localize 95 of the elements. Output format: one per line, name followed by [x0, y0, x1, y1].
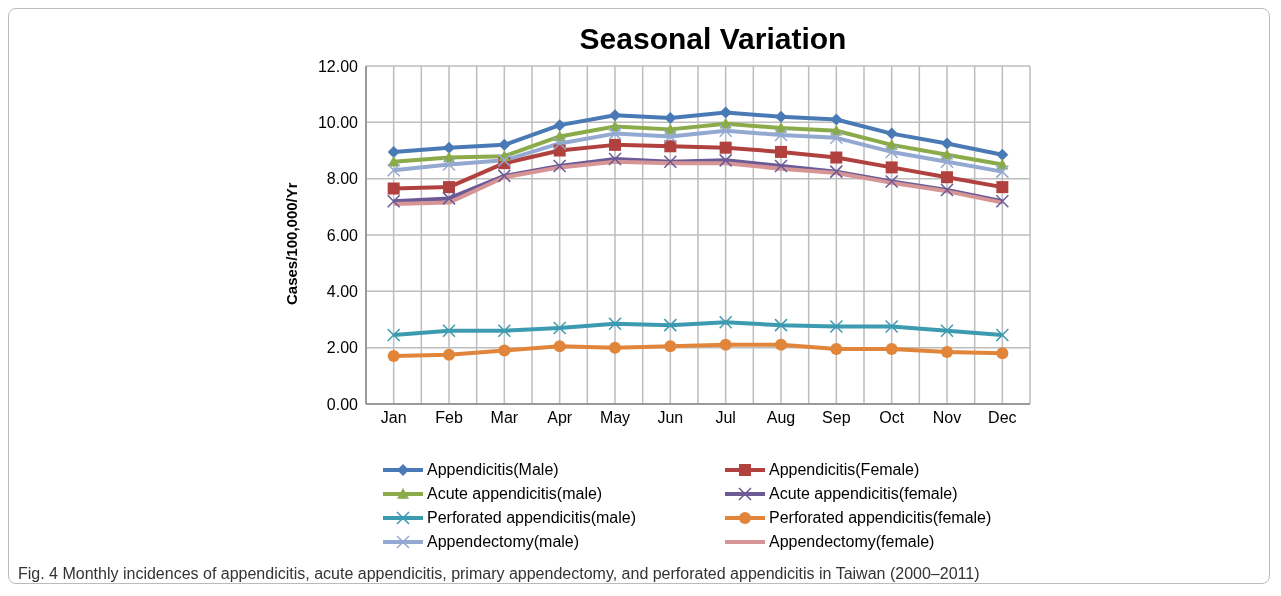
point [829, 164, 844, 179]
y-axis-title: Cases/100,000/Yr [283, 182, 301, 305]
point [995, 164, 1010, 179]
point [663, 155, 678, 169]
y-tick-label: 12.00 [317, 57, 359, 75]
legend-label: Appendectomy(female) [769, 532, 935, 551]
point [884, 145, 899, 159]
point [830, 343, 843, 356]
legend-label: Appendicitis(Female) [769, 460, 920, 479]
point [387, 145, 400, 158]
point [941, 345, 953, 358]
point [940, 183, 954, 197]
point [609, 341, 621, 354]
y-tick-label: 6.00 [326, 226, 359, 244]
legend-label: Acute appendicitis(male) [427, 484, 603, 503]
point [995, 194, 1010, 208]
point [497, 169, 512, 183]
x-tick-label: Jan [380, 409, 407, 427]
point [885, 161, 898, 174]
x-tick-label: Apr [547, 409, 573, 427]
legend-label: Perforated appendicitis(male) [427, 508, 636, 527]
point [940, 324, 954, 338]
point [664, 140, 677, 153]
y-tick-label: 0.00 [326, 395, 359, 413]
point [774, 128, 788, 142]
x-tick-label: Dec [988, 409, 1017, 427]
point [996, 181, 1009, 194]
point [609, 138, 621, 151]
legend-label: Perforated appendicitis(female) [769, 508, 992, 527]
point [608, 152, 622, 166]
point [774, 159, 788, 173]
caption: Fig. 4 Monthly incidences of appendicitis, acute appendicitis, primary appendectomy, and perforated appendicitis in Taiwan (2000–2011) [18, 565, 980, 583]
y-tick-label: 2.00 [326, 339, 359, 357]
point [443, 181, 455, 194]
point [663, 318, 678, 332]
point [387, 182, 400, 195]
point [609, 109, 621, 122]
point [829, 131, 844, 145]
point [553, 119, 566, 132]
point [442, 324, 456, 338]
point [552, 136, 567, 151]
x-tick-label: Jul [715, 409, 736, 427]
point [443, 141, 455, 154]
point [941, 171, 953, 184]
legend-label: Appendicitis(Male) [427, 460, 559, 479]
chart-title: Seasonal Variation [578, 22, 848, 56]
point [885, 127, 898, 140]
y-tick-label: 8.00 [326, 170, 359, 188]
point [719, 141, 732, 154]
x-tick-label: Mar [490, 409, 519, 427]
point [941, 137, 953, 150]
point [775, 338, 787, 351]
legend-label: Acute appendicitis(female) [769, 484, 958, 503]
point [719, 338, 732, 351]
point [387, 350, 400, 363]
point [552, 321, 567, 335]
point [996, 148, 1009, 161]
point [664, 340, 677, 353]
point [386, 328, 401, 342]
x-tick-label: Oct [879, 409, 905, 427]
point [884, 174, 899, 189]
point [718, 153, 733, 168]
point [718, 315, 733, 330]
point [497, 324, 512, 338]
point [608, 316, 622, 331]
x-tick-label: Feb [435, 409, 463, 427]
point [829, 319, 844, 334]
point [386, 163, 401, 177]
point [442, 191, 456, 206]
point [940, 155, 954, 169]
point [386, 194, 401, 208]
y-tick-label: 10.00 [317, 114, 359, 132]
point [552, 159, 567, 173]
point [718, 124, 733, 138]
point [996, 347, 1009, 360]
y-tick-label: 4.00 [326, 283, 359, 301]
point [553, 340, 566, 353]
point [774, 318, 788, 332]
x-tick-label: May [599, 409, 631, 427]
x-tick-label: Jun [657, 409, 684, 427]
point [885, 343, 898, 356]
x-tick-label: Aug [766, 409, 796, 427]
point [995, 328, 1010, 342]
x-tick-label: Sep [822, 409, 851, 427]
point [775, 145, 787, 158]
point [830, 151, 843, 164]
legend-label: Appendectomy(male) [427, 532, 580, 551]
point [442, 157, 456, 172]
point [498, 344, 511, 357]
x-tick-label: Nov [932, 409, 962, 427]
point [497, 153, 512, 168]
point [443, 348, 455, 361]
point [663, 129, 678, 144]
point [884, 319, 899, 334]
point [608, 126, 622, 141]
